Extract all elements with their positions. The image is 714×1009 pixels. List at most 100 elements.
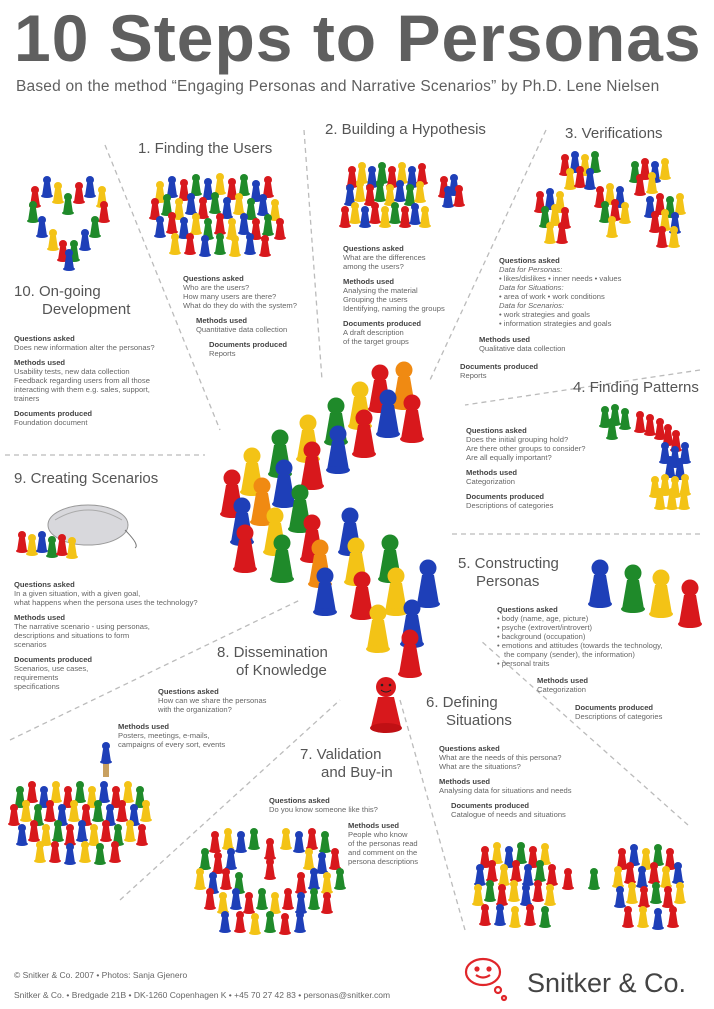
questions-label: Questions asked [14, 334, 75, 343]
page-subtitle: Based on the method “Engaging Personas a… [16, 78, 660, 95]
question-item: among the users? [343, 262, 404, 271]
method-item: People who know [348, 830, 408, 839]
step-5-title-line1: 5. Constructing [458, 555, 559, 572]
divider-6 [479, 639, 689, 826]
step-10-title: 10. On-going Development [14, 283, 130, 319]
divider-1 [104, 144, 221, 431]
method-item: Usability tests, new data collection [14, 367, 130, 376]
documents-label: Documents produced [14, 409, 93, 418]
step-5-title: 5. Constructing Personas [458, 555, 559, 591]
document-item: specifications [14, 682, 60, 691]
methods-label: Methods used [343, 277, 395, 286]
question-item: What are the needs of this persona? [439, 753, 562, 762]
step-3-title: 3. Verifications [565, 125, 663, 142]
divider-3 [429, 129, 547, 381]
question-item: Does new information alter the personas? [14, 343, 155, 352]
verification-pawns-image [534, 151, 686, 248]
method-item: Posters, meetings, e-mails, [118, 731, 210, 740]
document-item: of the target groups [343, 337, 409, 346]
method-item: interacting with them e.g. sales, suppor… [14, 385, 150, 394]
crowd-pawns-image [149, 173, 286, 257]
document-item: Reports [209, 349, 236, 358]
document-item: A draft description [343, 328, 404, 337]
footer-copyright: © Snitker & Co. 2007 • Photos: Sanja Gje… [14, 970, 188, 980]
step-4-details: Questions asked Does the initial groupin… [466, 426, 616, 510]
method-item: trainers [14, 394, 40, 403]
question-item: In a given situation, with a given goal, [14, 589, 141, 598]
snitker-logo-icon [464, 957, 508, 1002]
questions-label: Questions asked [183, 274, 244, 283]
document-item: requirements [14, 673, 59, 682]
questions-label: Questions asked [497, 605, 558, 614]
step-7-questions: Questions asked Do you know someone like… [269, 796, 409, 814]
situation-data-item: area of work • work conditions [499, 292, 699, 301]
documents-label: Documents produced [343, 319, 422, 328]
dissemination-pawns-image [8, 742, 152, 865]
method-item: Qualitative data collection [479, 344, 566, 353]
step-1-title: 1. Finding the Users [138, 140, 273, 157]
questions-label: Questions asked [343, 244, 404, 253]
footer-contact[interactable]: Snitker & Co. • Bredgade 21B • DK-1260 C… [14, 990, 391, 1000]
step-8-title-line2: of Knowledge [236, 662, 327, 679]
step-8-methods: Methods used Posters, meetings, e-mails,… [118, 722, 268, 749]
step-2-details: Questions asked What are the differences… [343, 244, 483, 346]
document-item: Descriptions of categories [466, 501, 554, 510]
persona-trait-item: background (occupation) [497, 632, 687, 641]
question-item: What are the situations? [439, 762, 521, 771]
step-5-documents: Documents produced Descriptions of categ… [575, 703, 705, 721]
question-item: How many users are there? [183, 292, 277, 301]
persona-data-item: likes/dislikes • inner needs • values [499, 274, 699, 283]
data-for-situations-label: Data for Situations: [499, 283, 564, 292]
question-item: Are there other groups to consider? [466, 444, 586, 453]
method-item: Categorization [537, 685, 586, 694]
question-item: What do they do with the system? [183, 301, 297, 310]
data-for-personas-label: Data for Personas: [499, 265, 563, 274]
method-item: campaigns of every sort, events [118, 740, 226, 749]
divider-2 [303, 129, 323, 381]
documents-label: Documents produced [466, 492, 545, 501]
step-7-title-line1: 7. Validation [300, 746, 382, 763]
method-item: The narrative scenario - using personas, [14, 622, 150, 631]
computer-mouse-image [16, 504, 137, 559]
question-item: Are all equally important? [466, 453, 552, 462]
method-item: Grouping the users [343, 295, 408, 304]
step-6-details: Questions asked What are the needs of th… [439, 744, 599, 819]
dashed-dividers [5, 129, 701, 931]
step-7-methods: Methods used People who know of the pers… [348, 821, 458, 866]
method-item: Feedback regarding users from all those [14, 376, 150, 385]
central-pawns-image [220, 361, 440, 678]
step-5-details: Questions asked body (name, age, picture… [497, 605, 687, 668]
question-item: with the organization? [158, 705, 232, 714]
data-for-scenarios-label: Data for Scenarios: [499, 301, 564, 310]
page-title: 10 Steps to Personas [14, 1, 702, 75]
methods-label: Methods used [118, 722, 170, 731]
documents-label: Documents produced [209, 340, 288, 349]
step-3-details: Questions asked Data for Personas: likes… [499, 256, 699, 328]
step-1-details: Questions asked Who are the users? How m… [183, 274, 333, 358]
step-5-title-line2: Personas [476, 573, 540, 590]
method-item: descriptions and situations to form [14, 631, 130, 640]
step-2-title: 2. Building a Hypothesis [325, 121, 486, 138]
footer-brand: Snitker & Co. [527, 968, 687, 998]
step-10-details: Questions asked Does new information alt… [14, 334, 184, 427]
methods-label: Methods used [439, 777, 491, 786]
step-6-title-line1: 6. Defining [426, 694, 498, 711]
scenario-data-item: information strategies and goals [499, 319, 699, 328]
step-5-methods: Methods used Categorization [537, 676, 677, 694]
step-8-title-line1: 8. Dissemination [217, 644, 328, 661]
document-item: Foundation document [14, 418, 88, 427]
smiling-pawn-image [370, 677, 402, 733]
divider-4 [464, 369, 701, 406]
method-item: of the personas read [348, 839, 418, 848]
documents-label: Documents produced [460, 362, 539, 371]
method-item: Analysing the material [343, 286, 418, 295]
questions-label: Questions asked [439, 744, 500, 753]
method-item: Categorization [466, 477, 515, 486]
persona-trait-item: emotions and attitudes (towards the tech… [497, 641, 687, 650]
step-8-title: 8. Dissemination of Knowledge [217, 644, 328, 680]
question-item: Do you know someone like this? [269, 805, 378, 814]
methods-label: Methods used [14, 358, 66, 367]
question-item: Who are the users? [183, 283, 250, 292]
step-1-questions: Who are the users? How many users are th… [183, 283, 333, 310]
